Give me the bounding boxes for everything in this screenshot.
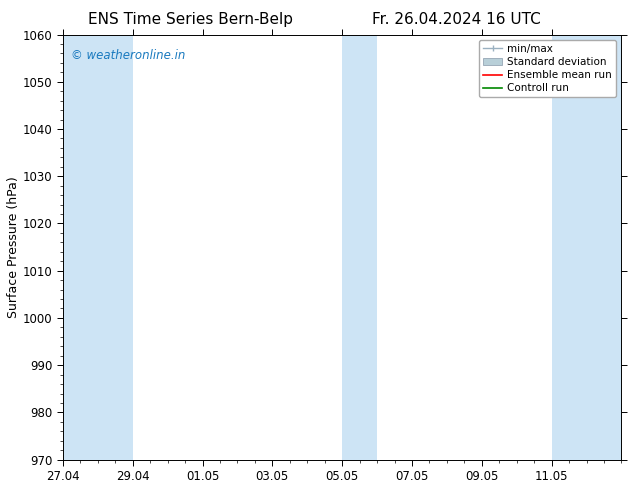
Y-axis label: Surface Pressure (hPa): Surface Pressure (hPa)	[7, 176, 20, 318]
Bar	[63, 35, 133, 460]
Bar	[342, 35, 377, 460]
Legend: min/max, Standard deviation, Ensemble mean run, Controll run: min/max, Standard deviation, Ensemble me…	[479, 40, 616, 98]
Text: Fr. 26.04.2024 16 UTC: Fr. 26.04.2024 16 UTC	[372, 12, 541, 27]
Text: © weatheronline.in: © weatheronline.in	[71, 49, 186, 62]
Bar	[552, 35, 621, 460]
Text: ENS Time Series Bern-Belp: ENS Time Series Bern-Belp	[87, 12, 293, 27]
